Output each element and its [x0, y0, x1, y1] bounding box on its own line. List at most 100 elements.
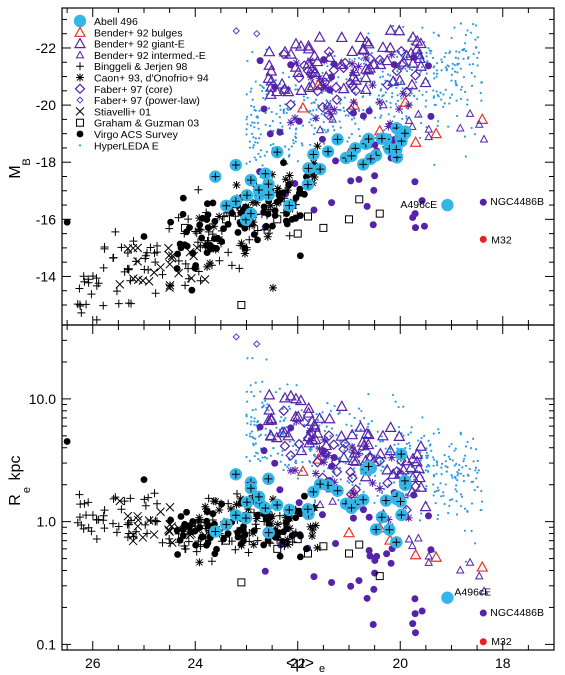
diamond-point: [331, 466, 343, 478]
tiny-point: [367, 423, 370, 426]
cross-point: [149, 268, 159, 277]
tiny-point: [345, 78, 348, 81]
dot-point: [224, 530, 232, 538]
tiny-point: [407, 433, 410, 436]
tiny-point: [425, 90, 428, 94]
tri-red-point: [312, 452, 325, 464]
asterisk-point: [269, 283, 278, 292]
tiny-point: [474, 38, 477, 41]
tiny-point: [373, 80, 376, 83]
dot-point: [273, 532, 281, 540]
tiny-point: [464, 42, 467, 45]
tiny-point: [463, 90, 467, 94]
plus-point: [126, 494, 135, 503]
diamond-point: [350, 85, 362, 97]
plus-point: [100, 524, 109, 533]
star-purple-point: [315, 74, 324, 83]
tiny-point: [408, 444, 412, 447]
tiny-point: [246, 422, 249, 425]
triangle-point: [387, 75, 400, 86]
purpledot-point: [287, 424, 295, 432]
cross-point: [138, 533, 148, 542]
asterisk-point: [283, 535, 292, 544]
plus-point: [92, 515, 101, 524]
plus-point: [109, 494, 118, 503]
purpledot-point: [365, 546, 373, 554]
triangle-small-point: [407, 541, 417, 550]
tiny-point: [350, 477, 353, 480]
plus-point: [92, 281, 101, 290]
tiny-point: [436, 486, 439, 489]
tiny-point: [455, 114, 459, 118]
purpledot-point: [318, 135, 326, 143]
plus-point: [244, 548, 253, 557]
triangle-point: [278, 426, 291, 438]
tiny-point: [310, 448, 313, 451]
tiny-point: [353, 416, 356, 419]
tiny-point: [290, 145, 293, 148]
asterisk-point: [249, 496, 258, 505]
plus-point: [231, 197, 240, 206]
tiny-point: [426, 454, 430, 457]
tiny-point: [379, 116, 382, 119]
tiny-point: [325, 425, 328, 428]
tiny-point: [261, 89, 264, 93]
plus-point: [174, 256, 183, 265]
tiny-point: [264, 399, 267, 402]
star-purple-point: [384, 515, 393, 524]
tiny-point: [294, 132, 297, 135]
tiny-point: [281, 125, 284, 128]
plus-point: [231, 511, 240, 520]
cross-point: [165, 527, 174, 536]
tiny-point: [468, 467, 471, 471]
reddot-point: [479, 638, 487, 646]
triangle-point: [381, 463, 394, 475]
tiny-point: [329, 409, 332, 412]
tiny-point: [459, 88, 463, 91]
tiny-point: [416, 97, 419, 101]
plus-point: [79, 524, 88, 533]
tiny-point: [373, 501, 376, 505]
asterisk-point: [232, 181, 241, 190]
plus-point: [285, 231, 294, 240]
tiny-point: [439, 482, 442, 485]
asterisk-point: [203, 262, 212, 271]
diamond-point: [298, 60, 310, 72]
tiny-point: [331, 475, 335, 478]
tiny-point: [444, 51, 447, 55]
tiny-point: [251, 51, 254, 54]
tiny-point: [257, 127, 260, 130]
plus-point: [366, 154, 375, 163]
plus-point: [127, 299, 136, 308]
tiny-point: [253, 454, 256, 458]
triangle-point: [404, 461, 418, 473]
tiny-point: [461, 466, 464, 469]
tiny-point: [435, 489, 438, 493]
triangle-point: [362, 428, 375, 440]
dot-point: [262, 222, 270, 230]
diamond-point: [298, 417, 310, 428]
triangle-point: [73, 37, 87, 49]
tri-red-point: [409, 135, 422, 147]
triangle-point: [278, 391, 291, 403]
tiny-point: [267, 409, 270, 412]
triangle-small-point: [455, 123, 465, 132]
plus-point: [129, 532, 138, 541]
tiny-point: [323, 429, 327, 433]
plus-point: [264, 180, 273, 189]
tiny-point: [265, 358, 268, 361]
square-point: [375, 572, 384, 581]
plus-point: [359, 160, 368, 169]
tiny-point: [381, 75, 384, 78]
plus-point: [114, 299, 123, 308]
tiny-point: [286, 383, 289, 386]
tiny-point: [309, 118, 312, 121]
tiny-point: [429, 443, 432, 446]
tiny-point: [476, 56, 479, 60]
tiny-point: [422, 434, 426, 438]
triangle-point: [384, 444, 397, 456]
tiny-point: [264, 111, 267, 115]
y-tick-label: -22: [36, 40, 56, 56]
tiny-point: [450, 36, 453, 40]
triangle-point: [323, 51, 336, 62]
